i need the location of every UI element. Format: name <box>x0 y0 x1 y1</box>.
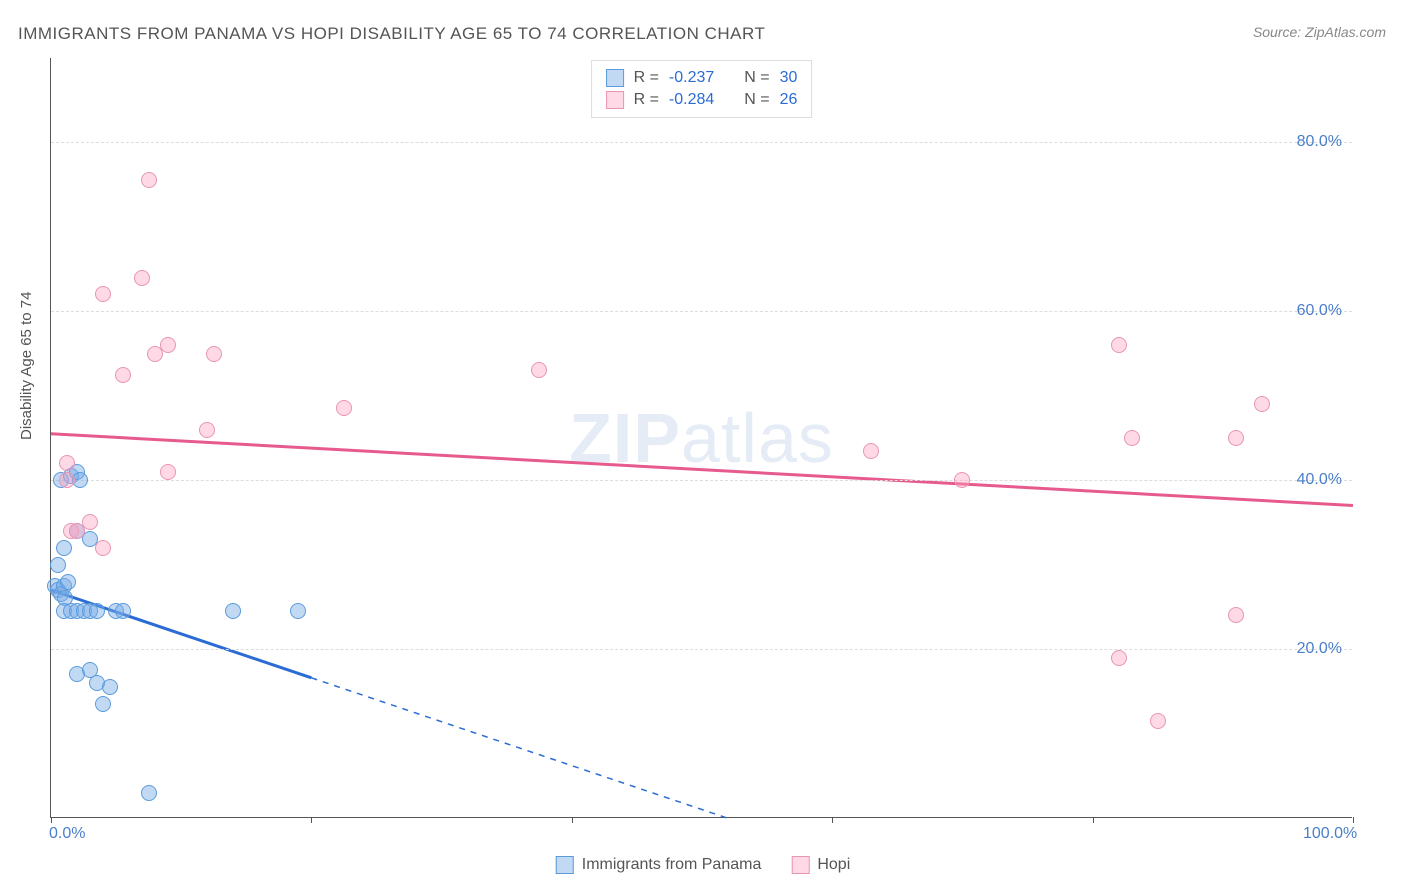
data-point <box>206 346 222 362</box>
data-point <box>1228 430 1244 446</box>
bottom-legend: Immigrants from Panama Hopi <box>556 856 851 874</box>
data-point <box>50 557 66 573</box>
legend-item-1: Immigrants from Panama <box>556 856 762 874</box>
chart-title: IMMIGRANTS FROM PANAMA VS HOPI DISABILIT… <box>18 24 765 44</box>
data-point <box>95 540 111 556</box>
data-point <box>1150 713 1166 729</box>
data-point <box>160 464 176 480</box>
data-point <box>141 785 157 801</box>
data-point <box>1111 650 1127 666</box>
stats-box: R = -0.237 N = 30 R = -0.284 N = 26 <box>591 60 813 118</box>
swatch-series-1 <box>606 69 624 87</box>
legend-label-2: Hopi <box>817 856 850 874</box>
legend-item-2: Hopi <box>791 856 850 874</box>
data-point <box>1254 396 1270 412</box>
stats-row-1: R = -0.237 N = 30 <box>606 67 798 89</box>
data-point <box>60 574 76 590</box>
data-point <box>59 455 75 471</box>
data-point <box>89 603 105 619</box>
legend-swatch-1 <box>556 856 574 874</box>
data-point <box>1111 337 1127 353</box>
r-label-2: R = <box>634 91 659 109</box>
n-label-1: N = <box>744 69 769 87</box>
chart-container: IMMIGRANTS FROM PANAMA VS HOPI DISABILIT… <box>0 0 1406 892</box>
r-value-1: -0.237 <box>669 69 714 87</box>
r-label-1: R = <box>634 69 659 87</box>
plot-area: ZIPatlas R = -0.237 N = 30 R = -0.284 N … <box>50 58 1352 818</box>
n-label-2: N = <box>744 91 769 109</box>
n-value-2: 26 <box>780 91 798 109</box>
data-point <box>95 286 111 302</box>
source-attribution: Source: ZipAtlas.com <box>1253 24 1386 40</box>
legend-swatch-2 <box>791 856 809 874</box>
data-point <box>115 367 131 383</box>
data-point <box>531 362 547 378</box>
data-point <box>160 337 176 353</box>
swatch-series-2 <box>606 91 624 109</box>
n-value-1: 30 <box>780 69 798 87</box>
legend-label-1: Immigrants from Panama <box>582 856 762 874</box>
data-point <box>336 400 352 416</box>
trend-lines <box>51 58 1352 817</box>
data-point <box>141 172 157 188</box>
data-point <box>59 472 75 488</box>
r-value-2: -0.284 <box>669 91 714 109</box>
data-point <box>199 422 215 438</box>
watermark: ZIPatlas <box>569 398 834 478</box>
source-prefix: Source: <box>1253 24 1305 40</box>
data-point <box>954 472 970 488</box>
data-point <box>290 603 306 619</box>
y-tick-label: 60.0% <box>1297 302 1342 320</box>
y-tick-label: 40.0% <box>1297 471 1342 489</box>
data-point <box>863 443 879 459</box>
y-tick-label: 20.0% <box>1297 640 1342 658</box>
data-point <box>1124 430 1140 446</box>
data-point <box>1228 607 1244 623</box>
data-point <box>56 540 72 556</box>
x-tick-label: 100.0% <box>1303 825 1357 843</box>
data-point <box>95 696 111 712</box>
data-point <box>134 270 150 286</box>
data-point <box>225 603 241 619</box>
data-point <box>102 679 118 695</box>
source-name: ZipAtlas.com <box>1305 24 1386 40</box>
y-axis-label: Disability Age 65 to 74 <box>18 292 35 440</box>
y-tick-label: 80.0% <box>1297 133 1342 151</box>
data-point <box>82 514 98 530</box>
x-tick-label: 0.0% <box>49 825 85 843</box>
stats-row-2: R = -0.284 N = 26 <box>606 89 798 111</box>
data-point <box>115 603 131 619</box>
